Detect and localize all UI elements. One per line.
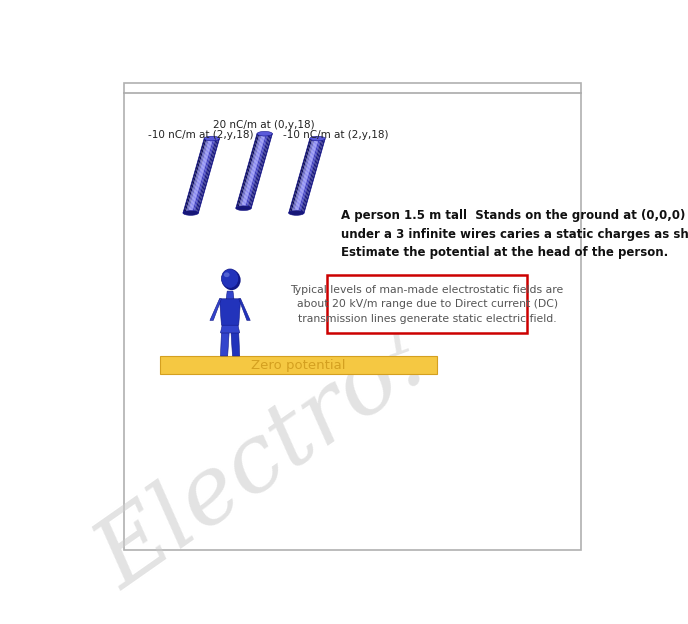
Polygon shape [245, 134, 267, 208]
Text: 20 nC/m at (0,y,18): 20 nC/m at (0,y,18) [213, 120, 315, 130]
Polygon shape [290, 139, 312, 213]
Polygon shape [242, 134, 265, 208]
Polygon shape [196, 139, 218, 213]
Polygon shape [244, 134, 266, 208]
Polygon shape [231, 333, 239, 356]
Polygon shape [184, 139, 206, 213]
Polygon shape [248, 134, 271, 208]
Polygon shape [246, 134, 268, 208]
Polygon shape [191, 139, 213, 213]
Polygon shape [295, 139, 318, 213]
Ellipse shape [224, 272, 230, 277]
Polygon shape [197, 139, 219, 213]
Polygon shape [186, 139, 208, 213]
Ellipse shape [222, 270, 241, 290]
Polygon shape [250, 134, 272, 208]
Polygon shape [248, 134, 270, 208]
Polygon shape [291, 139, 314, 213]
Polygon shape [226, 291, 234, 299]
FancyBboxPatch shape [160, 356, 437, 374]
Polygon shape [299, 139, 321, 213]
Text: -10 nC/m at (2,y,18): -10 nC/m at (2,y,18) [149, 130, 254, 140]
Polygon shape [297, 139, 319, 213]
Text: A person 1.5 m tall  Stands on the ground at (0,0,0)
under a 3 infinite wires ca: A person 1.5 m tall Stands on the ground… [341, 210, 688, 260]
Polygon shape [239, 299, 250, 320]
Polygon shape [289, 139, 311, 213]
Text: Typical levels of man-made electrostatic fields are
about 20 kV/m range due to D: Typical levels of man-made electrostatic… [290, 285, 563, 324]
Polygon shape [300, 139, 323, 213]
Text: -10 nC/m at (2,y,18): -10 nC/m at (2,y,18) [283, 130, 389, 140]
Ellipse shape [289, 211, 304, 215]
Polygon shape [188, 139, 211, 213]
Ellipse shape [310, 136, 325, 141]
Polygon shape [294, 139, 316, 213]
Polygon shape [241, 134, 264, 208]
Polygon shape [237, 134, 259, 208]
Ellipse shape [222, 269, 239, 288]
FancyBboxPatch shape [125, 82, 581, 550]
Text: Zero potential: Zero potential [251, 359, 346, 371]
Polygon shape [298, 139, 320, 213]
Polygon shape [239, 134, 261, 208]
Polygon shape [220, 333, 229, 356]
Polygon shape [301, 139, 324, 213]
Polygon shape [195, 139, 217, 213]
Polygon shape [192, 139, 215, 213]
Ellipse shape [204, 136, 219, 141]
Ellipse shape [183, 211, 198, 215]
Polygon shape [187, 139, 209, 213]
Text: 1: 1 [371, 304, 425, 369]
Polygon shape [236, 134, 258, 208]
Polygon shape [292, 139, 315, 213]
Polygon shape [183, 139, 206, 213]
Text: Electro.: Electro. [81, 317, 441, 607]
Polygon shape [219, 299, 241, 325]
Ellipse shape [236, 206, 251, 210]
Ellipse shape [257, 132, 272, 136]
Polygon shape [239, 134, 262, 208]
Polygon shape [189, 139, 212, 213]
Polygon shape [303, 139, 325, 213]
FancyBboxPatch shape [327, 275, 527, 333]
Polygon shape [193, 139, 215, 213]
Polygon shape [220, 324, 239, 333]
Polygon shape [210, 299, 222, 320]
